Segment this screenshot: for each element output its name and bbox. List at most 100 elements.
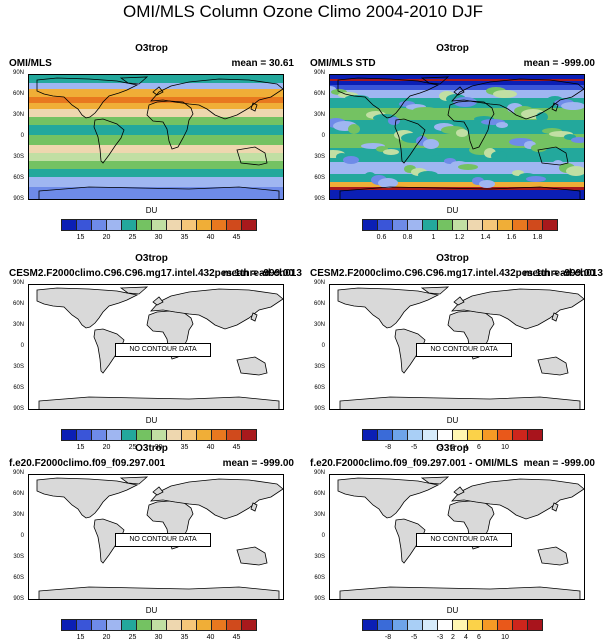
colorbar-swatch [512,619,528,631]
continent-landmass [537,356,569,376]
continent-landmass [420,76,450,85]
latitude-label: 60S [13,385,24,391]
ozone-std-patch [566,166,584,176]
latitude-label: 60N [12,91,24,97]
map-panel: O3trop f.e20.F2000climo.f09_f09.297.001 me… [4,420,299,641]
world-map [28,74,284,200]
panel-mean-label: mean = -999.00 [222,268,294,279]
colorbar-swatch [241,619,257,631]
continent-landmass [250,502,258,512]
continent-landmass [394,518,426,564]
continent-landmass [250,102,258,112]
latitude-label: 30S [13,364,24,370]
ozone-contour-band [29,109,283,117]
colorbar-swatch [241,219,257,231]
latitude-label: 30N [12,112,24,118]
ozone-std-patch [526,176,546,182]
continent-landmass [394,118,426,164]
latitude-label: 60N [12,491,24,497]
latitude-label: 90S [314,196,325,202]
colorbar-swatch [76,619,92,631]
ozone-std-patch [496,122,508,128]
page-title: OMI/MLS Column Ozone Climo 2004-2010 DJF [123,2,483,21]
ozone-contour-band [29,177,283,187]
ozone-contour-band [29,89,283,97]
latitude-label: 60S [314,385,325,391]
colorbar-tick-label: -3 [436,634,444,641]
colorbar-swatch [392,619,408,631]
ozone-contour-band [29,153,283,161]
continent-landmass [119,76,149,85]
colorbar [61,619,257,631]
continent-landmass [551,502,559,512]
continent-landmass [453,486,465,496]
colorbar-tick-label: 45 [232,634,241,641]
continent-landmass [447,100,495,150]
colorbar-tick-label: 10 [501,444,509,451]
continent-landmass [537,546,569,566]
ozone-std-patch [561,102,584,110]
latitude-label: 90S [13,196,24,202]
colorbar-tick-label: 15 [76,234,85,241]
panel-subtitle: O3trop [436,43,469,54]
colorbar-swatch [121,619,137,631]
latitude-label: 30S [314,554,325,560]
world-map: NO CONTOUR DATA [28,474,284,600]
continent-landmass [394,328,426,374]
ozone-contour-band [330,75,584,79]
latitude-label: 30S [13,154,24,160]
colorbar-tick-label: 30 [154,634,163,641]
colorbar-units-label: DU [145,206,158,215]
colorbar-tick-label: 1.2 [454,234,465,241]
latitude-label: 90N [313,470,325,476]
colorbar [61,219,257,231]
colorbar-swatch [467,619,483,631]
continent-landmass [93,518,125,564]
latitude-label: 90N [313,70,325,76]
ozone-contour-band [330,85,584,90]
colorbar-units-label: DU [446,606,459,615]
colorbar-tick-label: 20 [102,634,111,641]
ozone-std-patch [571,137,584,143]
colorbar-tick-label: 45 [232,444,241,451]
continent-landmass [337,287,440,329]
latitude-label: 60S [13,575,24,581]
latitude-label: 0 [20,533,24,539]
map-canvas [36,286,283,409]
antarctica-landmass [38,586,280,599]
colorbar-tick-label: 6 [477,634,481,641]
continent-landmass [337,77,440,119]
colorbar-tick-label: -8 [384,444,392,451]
latitude-label: 30N [12,512,24,518]
map-panel: O3trop CESM2.F2000climo.C96.C96.mg17.inte… [4,230,302,451]
colorbar-swatch [136,619,152,631]
colorbar-tick-label: 0.8 [402,234,413,241]
latitude-label: 90S [314,406,325,412]
colorbar-tick-label: 35 [180,634,189,641]
no-contour-data-label: NO CONTOUR DATA [115,343,211,357]
colorbar-swatch [452,619,468,631]
latitude-label: 90S [13,406,24,412]
latitude-label: 90N [12,470,24,476]
ozone-std-patch [491,151,507,161]
ozone-contour-band [29,75,283,83]
latitude-label: 60S [314,175,325,181]
map-panel: O3trop OMI/MLS mean = 30.61 90N 60N 30N 0 30S 60… [4,20,299,241]
ozone-std-patch [383,149,399,155]
map-canvas [36,476,283,599]
continent-landmass [119,286,149,295]
ozone-contour-band [29,135,283,145]
colorbar-swatch [422,619,438,631]
world-map [329,74,585,200]
latitude-label: 30N [313,112,325,118]
colorbar-swatch [362,619,378,631]
latitude-label: 90N [12,280,24,286]
colorbar-tick-label: 35 [180,234,189,241]
ozone-std-patch [418,171,438,179]
ozone-contour-band [29,83,283,89]
colorbar [61,429,257,441]
continent-landmass [420,476,450,485]
colorbar-swatch [91,619,107,631]
ozone-std-patch [343,156,359,164]
colorbar-swatch [181,619,197,631]
